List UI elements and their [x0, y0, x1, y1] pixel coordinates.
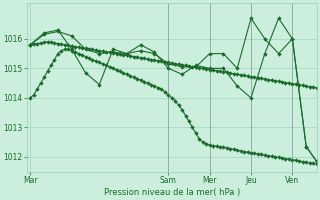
- X-axis label: Pression niveau de la mer( hPa ): Pression niveau de la mer( hPa ): [104, 188, 240, 197]
